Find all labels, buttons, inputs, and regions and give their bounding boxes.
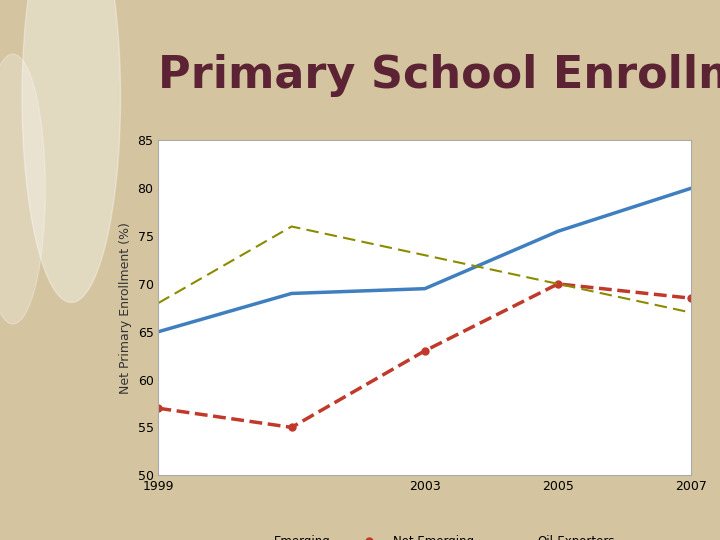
Emerging [420,286,429,292]
Not Emerging [420,348,429,354]
Not Emerging [687,295,696,301]
Circle shape [22,0,120,302]
Emerging [154,328,163,335]
Legend: Emerging, Not Emerging, Oil-Exporters: Emerging, Not Emerging, Oil-Exporters [230,531,619,540]
Line: Not Emerging: Not Emerging [155,280,695,431]
Oil-Exporters [420,252,429,259]
Text: Primary School Enrollment: Primary School Enrollment [158,54,720,97]
Emerging [687,185,696,192]
Line: Emerging: Emerging [158,188,691,332]
Line: Oil-Exporters: Oil-Exporters [158,226,691,313]
Oil-Exporters [687,309,696,316]
Oil-Exporters [154,300,163,306]
Emerging [554,228,562,234]
Oil-Exporters [287,223,296,230]
Oil-Exporters [554,281,562,287]
Not Emerging [554,281,562,287]
Emerging [287,290,296,296]
Circle shape [0,54,45,324]
Not Emerging [287,424,296,430]
Not Emerging [154,405,163,411]
Y-axis label: Net Primary Enrollment (%): Net Primary Enrollment (%) [119,222,132,394]
